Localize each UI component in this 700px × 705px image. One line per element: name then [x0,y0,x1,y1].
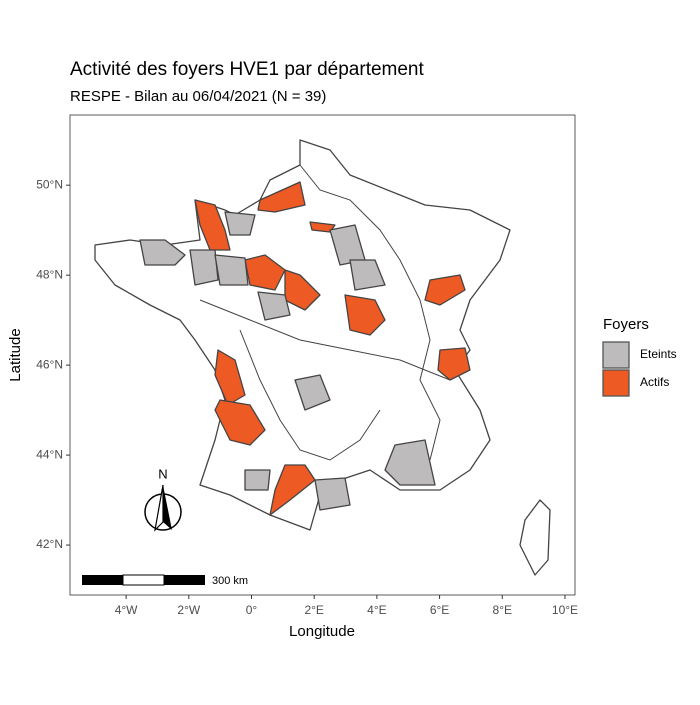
department [244,469,271,491]
department [257,181,306,213]
scale-segment [82,575,123,585]
y-axis-label: Latitude [7,328,24,381]
x-axis-label: Longitude [289,623,355,640]
corsica [519,499,551,576]
borders [199,299,451,381]
department [314,477,351,511]
y-tick-label: 44°N [36,447,63,461]
department [269,464,316,516]
department [214,349,246,406]
y-tick-label: 48°N [36,267,63,281]
department [349,259,386,291]
x-tick-label: 8°E [493,603,512,617]
y-tick-label: 50°N [36,177,63,191]
arrow-right [163,485,172,530]
scale-label: 300 km [212,575,248,587]
y-tick-label: 46°N [36,357,63,371]
scale-bar: 300 km [82,574,248,587]
north-arrow: N [144,466,182,532]
france-outline [94,139,511,531]
legend-key [602,341,630,369]
department [214,254,249,286]
department [344,294,386,336]
x-tick-label: 10°E [552,603,578,617]
x-tick-label: 4°W [115,603,138,617]
x-tick-label: 2°E [304,603,323,617]
map-title: Activité des foyers HVE1 par département [70,59,425,80]
department [437,347,471,381]
regions [139,181,471,516]
department [214,399,266,446]
x-tick-label: 4°E [367,603,386,617]
north-label: N [158,466,167,481]
scale-segment [122,574,165,586]
legend-label: Eteints [640,347,677,361]
legend-label: Actifs [640,375,669,389]
borders [299,164,441,461]
x-tick-label: 6°E [430,603,449,617]
department [244,254,286,291]
department [194,199,231,251]
department [189,249,219,286]
country [94,139,551,576]
legend-key [602,369,630,397]
department [424,274,466,306]
legend-title: Foyers [603,316,649,333]
department [257,291,291,321]
department [139,239,186,266]
map-subtitle: RESPE - Bilan au 06/04/2021 (N = 39) [70,88,326,105]
x-tick-label: 0° [246,603,258,617]
department [384,439,436,486]
y-tick-label: 42°N [36,537,63,551]
scale-segment [164,575,205,585]
department [294,374,331,411]
x-tick-label: 2°W [177,603,200,617]
department [224,211,256,236]
borders [239,329,381,461]
